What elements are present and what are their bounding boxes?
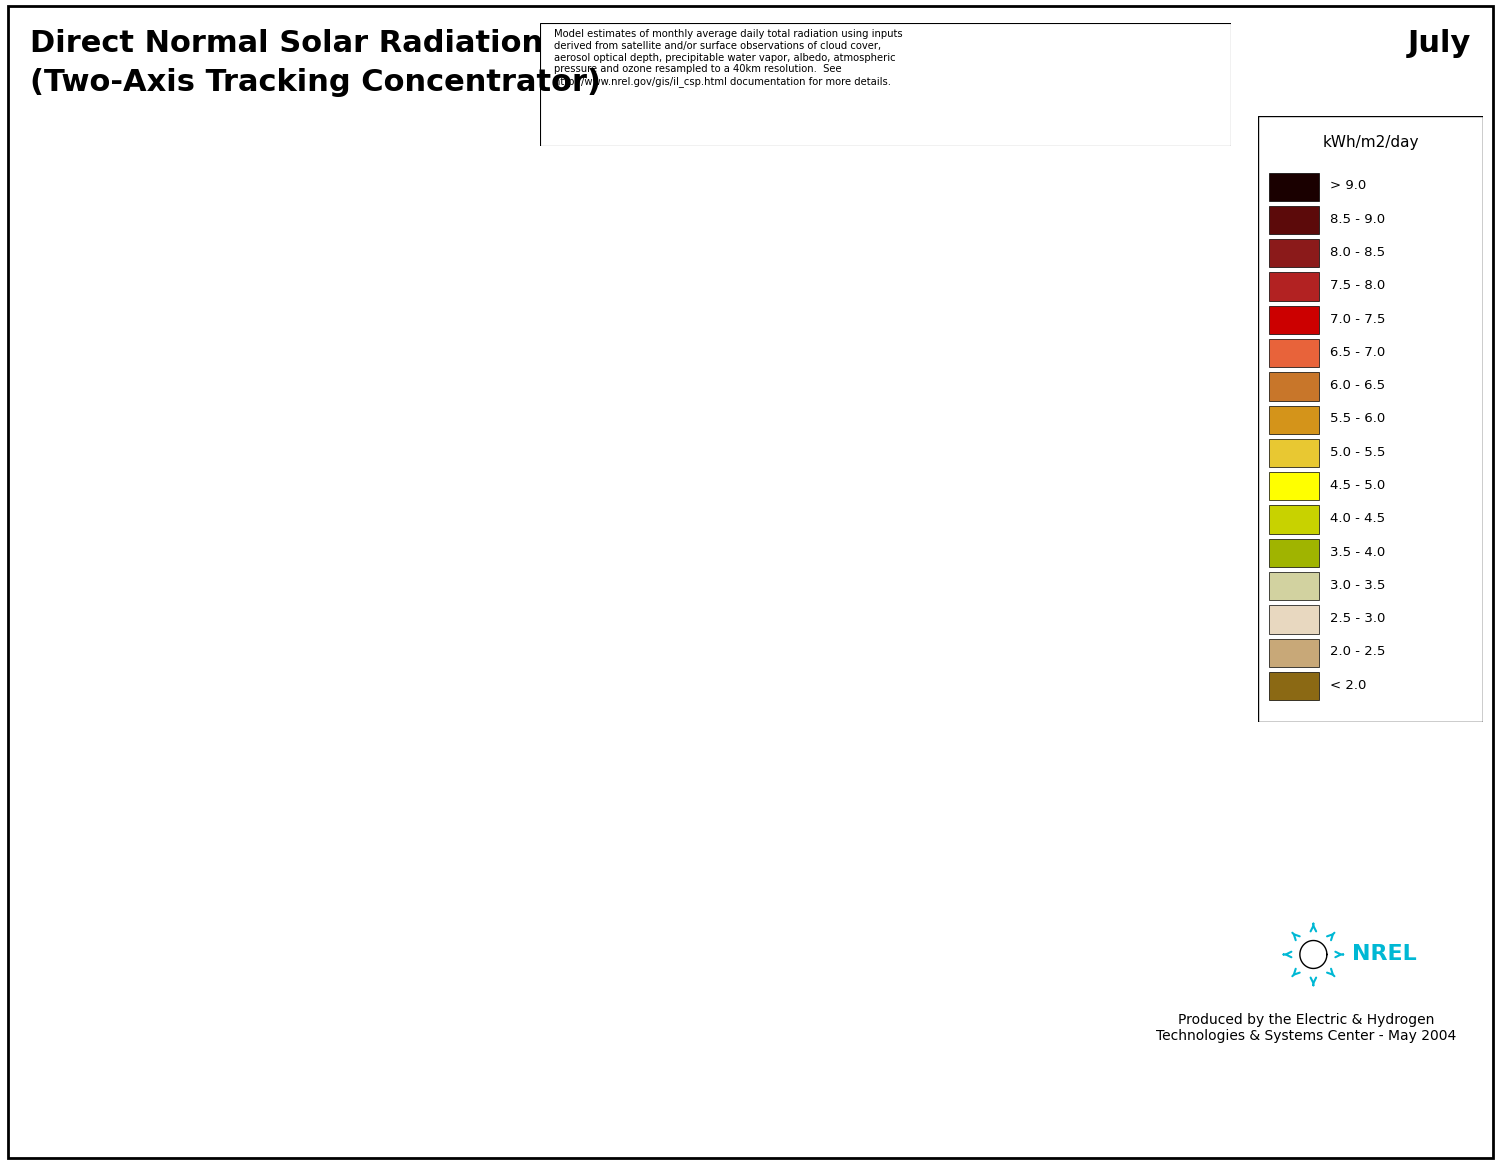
Bar xyxy=(1268,206,1319,234)
Text: (Two-Axis Tracking Concentrator): (Two-Axis Tracking Concentrator) xyxy=(30,68,600,97)
Text: 2.5 - 3.0: 2.5 - 3.0 xyxy=(1330,612,1385,625)
Bar xyxy=(1268,505,1319,534)
Bar xyxy=(1268,306,1319,334)
Bar xyxy=(1268,639,1319,667)
Text: 8.0 - 8.5: 8.0 - 8.5 xyxy=(1330,246,1385,258)
Text: 7.5 - 8.0: 7.5 - 8.0 xyxy=(1330,279,1385,292)
Text: July: July xyxy=(1408,29,1471,58)
Bar xyxy=(1268,672,1319,701)
Bar xyxy=(1268,572,1319,601)
Text: 4.0 - 4.5: 4.0 - 4.5 xyxy=(1330,512,1385,525)
Bar xyxy=(1268,272,1319,300)
Text: > 9.0: > 9.0 xyxy=(1330,179,1366,192)
Bar xyxy=(1268,372,1319,400)
Bar xyxy=(1268,439,1319,467)
Bar xyxy=(1268,539,1319,567)
Bar xyxy=(1268,239,1319,268)
Text: 3.5 - 4.0: 3.5 - 4.0 xyxy=(1330,546,1385,559)
Text: 5.0 - 5.5: 5.0 - 5.5 xyxy=(1330,446,1385,459)
Text: 8.5 - 9.0: 8.5 - 9.0 xyxy=(1330,213,1385,226)
Text: 6.5 - 7.0: 6.5 - 7.0 xyxy=(1330,346,1385,359)
Text: 5.5 - 6.0: 5.5 - 6.0 xyxy=(1330,412,1385,425)
Bar xyxy=(1268,339,1319,368)
Bar xyxy=(1268,405,1319,434)
Bar xyxy=(1268,473,1319,501)
Text: < 2.0: < 2.0 xyxy=(1330,679,1366,691)
Text: 3.0 - 3.5: 3.0 - 3.5 xyxy=(1330,579,1385,591)
Text: kWh/m2/day: kWh/m2/day xyxy=(1322,135,1418,149)
Text: 6.0 - 6.5: 6.0 - 6.5 xyxy=(1330,379,1385,392)
Text: Model estimates of monthly average daily total radiation using inputs
derived fr: Model estimates of monthly average daily… xyxy=(554,29,902,86)
Text: 4.5 - 5.0: 4.5 - 5.0 xyxy=(1330,478,1385,492)
Bar xyxy=(1268,172,1319,201)
Bar xyxy=(1268,605,1319,633)
Text: 2.0 - 2.5: 2.0 - 2.5 xyxy=(1330,645,1385,659)
Text: NREL: NREL xyxy=(1351,944,1417,965)
Text: 7.0 - 7.5: 7.0 - 7.5 xyxy=(1330,312,1385,326)
Text: Direct Normal Solar Radiation: Direct Normal Solar Radiation xyxy=(30,29,543,58)
Text: Produced by the Electric & Hydrogen
Technologies & Systems Center - May 2004: Produced by the Electric & Hydrogen Tech… xyxy=(1156,1013,1456,1043)
